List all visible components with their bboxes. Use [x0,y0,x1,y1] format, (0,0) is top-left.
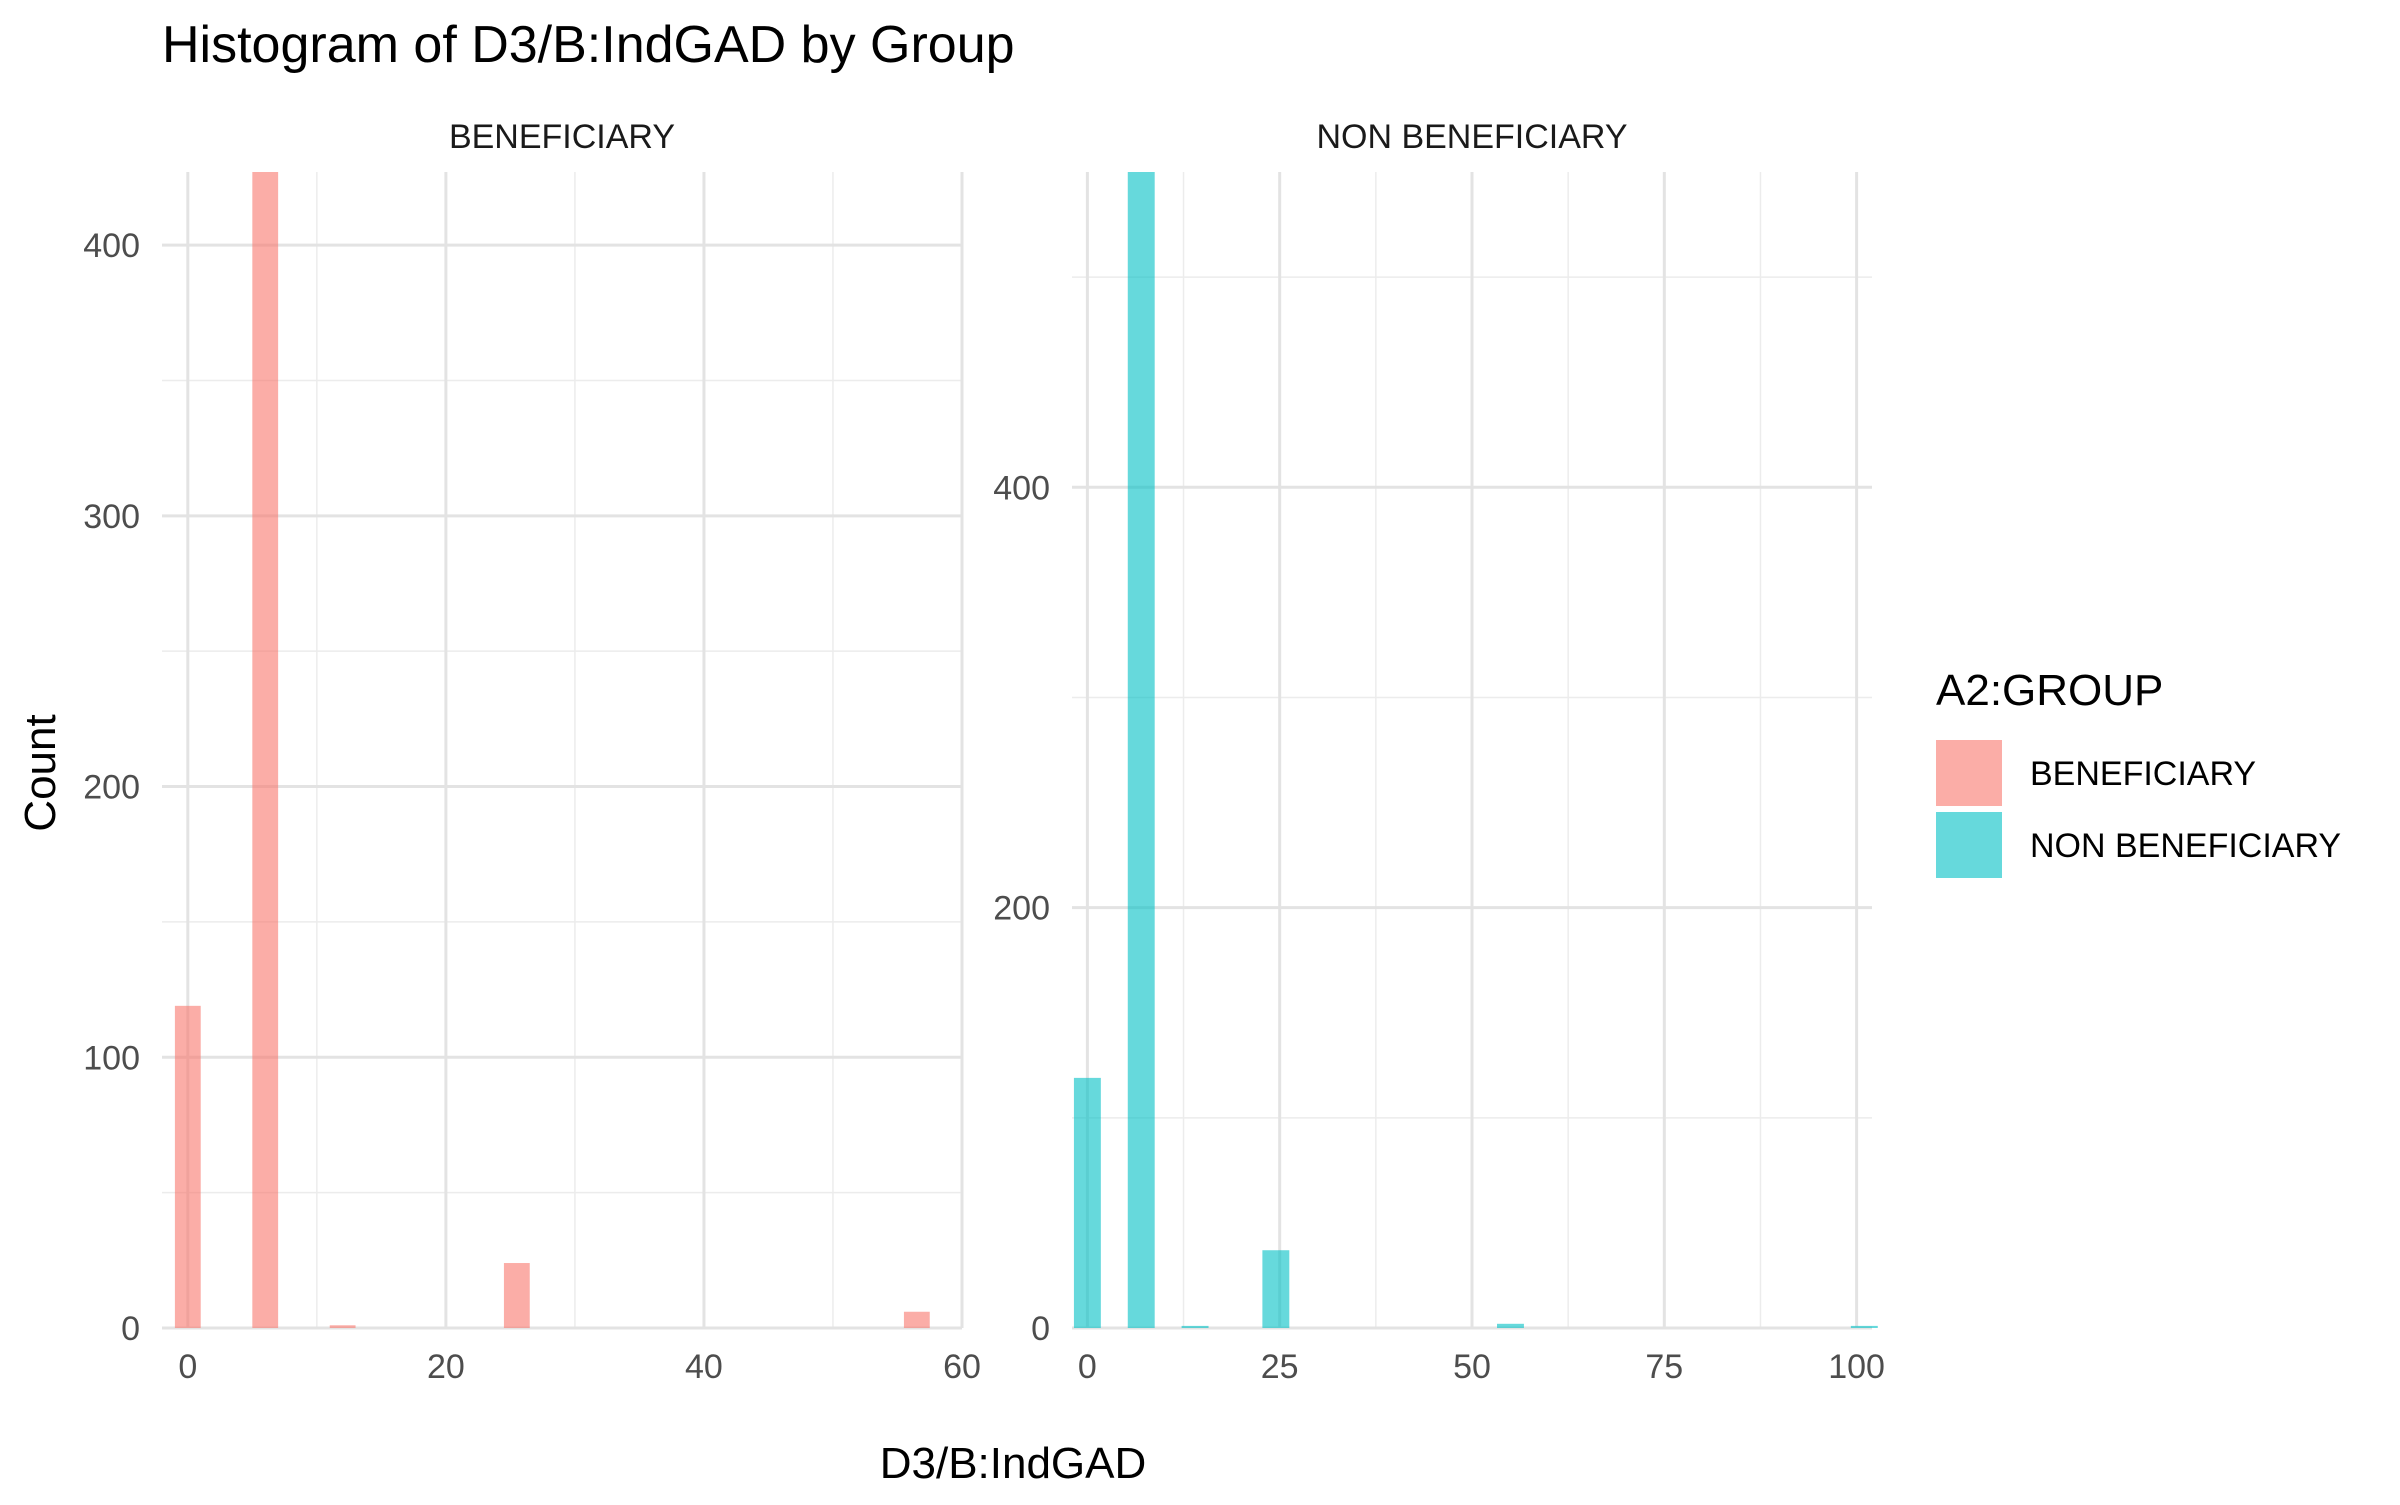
legend-item: NON BENEFICIARY [1936,812,2341,878]
y-tick-label: 100 [83,1039,140,1077]
x-tick-label: 100 [1828,1348,1885,1386]
histogram-bar [1073,1077,1101,1328]
legend-item: BENEFICIARY [1936,740,2256,806]
legend-label: NON BENEFICIARY [2030,827,2341,865]
y-tick-label: 400 [83,227,140,265]
y-tick-label: 0 [1031,1310,1050,1348]
histogram-bar [1127,172,1155,1328]
histogram-bar [252,172,279,1328]
histogram-bar [1262,1250,1290,1328]
y-axis-title: Count [16,714,65,831]
legend: A2:GROUP BENEFICIARY NON BENEFICIARY [1936,666,2341,878]
x-axis-title: D3/B:IndGAD [880,1439,1147,1488]
x-tick-label: 40 [685,1348,723,1386]
x-tick-label: 25 [1261,1348,1299,1386]
legend-label: BENEFICIARY [2030,755,2256,793]
histogram-bar [1850,1325,1878,1328]
facet-panel: NON BENEFICIARY 0 25 50 75 100 0 200 400 [993,118,1885,1386]
y-tick-label: 200 [993,890,1050,928]
y-tick-label: 400 [993,469,1050,507]
histogram-bar [329,1325,356,1328]
x-tick-label: 60 [943,1348,981,1386]
histogram-bar [903,1311,930,1328]
histogram-bar [174,1005,201,1328]
histogram-bar [1181,1325,1209,1328]
chart-title: Histogram of D3/B:IndGAD by Group [162,16,1015,74]
x-tick-label: 0 [178,1348,197,1386]
legend-swatch [1936,740,2002,806]
legend-swatch [1936,812,2002,878]
y-tick-label: 0 [121,1310,140,1348]
y-tick-label: 300 [83,498,140,536]
x-tick-label: 75 [1645,1348,1683,1386]
x-tick-label: 50 [1453,1348,1491,1386]
facet-strip-label: NON BENEFICIARY [1316,118,1627,156]
x-tick-label: 0 [1078,1348,1097,1386]
facet-panel: BENEFICIARY 0 20 40 60 0 100 200 300 400 [83,118,981,1386]
y-tick-label: 200 [83,769,140,807]
legend-title: A2:GROUP [1936,666,2163,715]
histogram-bar [503,1263,530,1328]
facet-strip-label: BENEFICIARY [449,118,675,156]
x-tick-label: 20 [427,1348,465,1386]
histogram-bar [1497,1323,1524,1328]
